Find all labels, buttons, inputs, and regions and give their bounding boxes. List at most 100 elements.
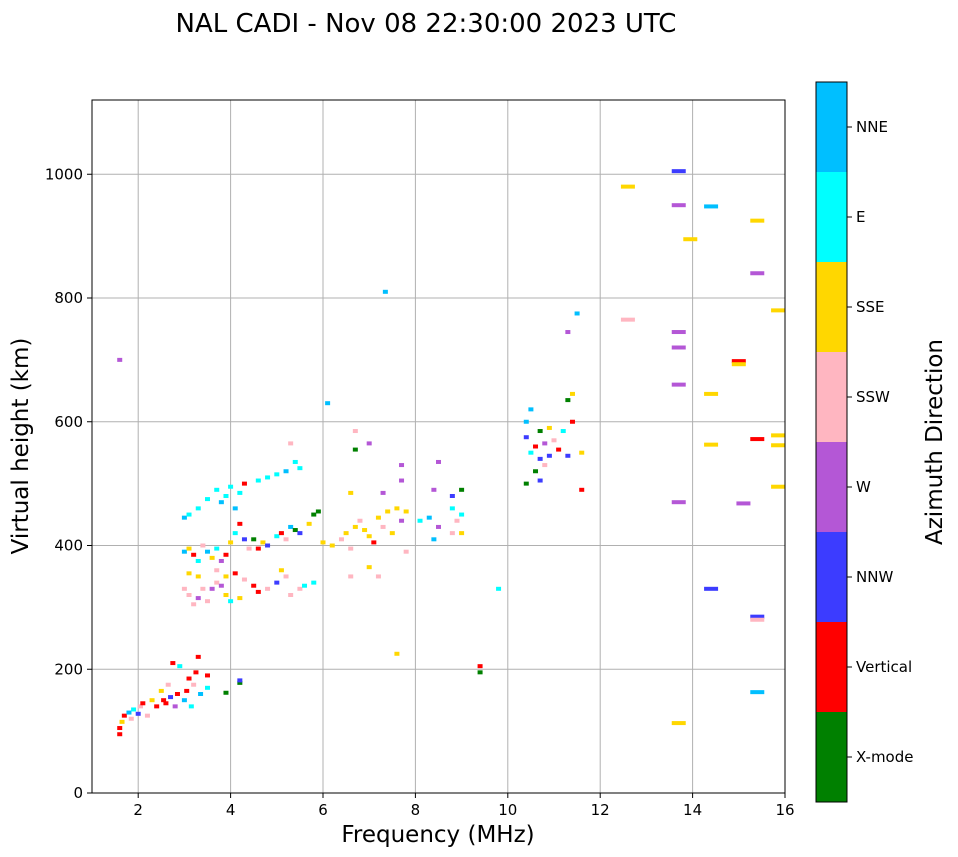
data-point	[228, 484, 234, 489]
data-point	[292, 459, 298, 464]
data-point	[218, 500, 224, 505]
chart-title: NAL CADI - Nov 08 22:30:00 2023 UTC	[176, 9, 677, 39]
data-point	[223, 494, 229, 498]
data-point	[121, 713, 127, 718]
data-point	[149, 698, 155, 703]
data-point	[144, 713, 150, 718]
data-point	[771, 443, 786, 448]
x-tick-label: 2	[133, 801, 143, 819]
data-point	[163, 701, 169, 706]
x-tick-label: 4	[226, 801, 236, 819]
data-point	[366, 565, 372, 570]
data-point	[380, 490, 386, 495]
data-point	[228, 540, 234, 545]
x-tick-label: 8	[411, 801, 421, 819]
data-point	[195, 558, 201, 563]
data-point	[459, 531, 465, 536]
colorbar: X-mode Vertical NNW W SSW SSE E NNE	[815, 81, 913, 803]
data-point	[449, 494, 455, 498]
data-point	[704, 442, 719, 447]
data-point	[459, 487, 465, 492]
data-point	[302, 583, 308, 588]
data-point	[671, 500, 686, 505]
data-point	[315, 509, 321, 514]
colorbar-segment	[816, 352, 847, 442]
data-point	[186, 593, 192, 597]
data-point	[671, 345, 686, 350]
data-point	[565, 330, 571, 335]
data-point	[537, 429, 543, 434]
data-point	[389, 531, 395, 536]
data-point	[126, 710, 132, 715]
data-point	[325, 401, 331, 406]
data-point	[352, 524, 358, 529]
data-point	[771, 484, 786, 489]
data-point	[223, 552, 229, 557]
data-point	[117, 726, 123, 731]
data-point	[209, 555, 215, 560]
data-point	[399, 463, 405, 468]
data-point	[200, 586, 206, 591]
colorbar-label: NNE	[856, 118, 888, 136]
data-point	[357, 518, 363, 523]
data-point	[191, 552, 197, 557]
data-point	[403, 549, 409, 554]
data-point	[251, 583, 257, 588]
data-point	[523, 419, 529, 424]
data-point	[352, 447, 358, 452]
data-point	[565, 453, 571, 458]
data-point	[683, 237, 698, 242]
data-point	[546, 453, 552, 458]
x-tick-label: 6	[318, 801, 328, 819]
data-point	[542, 463, 548, 468]
y-tick-label: 0	[73, 784, 83, 802]
data-point	[320, 540, 326, 545]
data-point	[198, 692, 204, 696]
data-point	[214, 487, 220, 492]
data-point	[193, 670, 199, 675]
data-point	[579, 487, 585, 492]
data-point	[274, 580, 280, 585]
data-point	[131, 707, 137, 712]
data-point	[528, 450, 534, 455]
data-point	[140, 701, 146, 706]
data-point	[181, 515, 187, 520]
data-point	[205, 599, 210, 604]
data-point	[119, 719, 125, 724]
x-axis-ticks: 2 4 6 8 10 12 14 16	[133, 793, 795, 819]
data-point	[205, 549, 210, 554]
colorbar-label: W	[856, 478, 871, 496]
colorbar-label: E	[856, 208, 865, 226]
data-point	[750, 614, 765, 619]
data-point	[214, 580, 220, 585]
data-point	[288, 524, 294, 529]
data-point	[165, 682, 171, 687]
data-point	[343, 531, 349, 536]
data-point	[542, 441, 548, 446]
data-point	[260, 540, 266, 545]
data-point	[297, 586, 303, 591]
data-point	[338, 537, 344, 542]
data-point	[214, 546, 220, 551]
data-point	[223, 593, 229, 597]
x-axis-label: Frequency (MHz)	[341, 822, 534, 848]
grid-lines	[92, 100, 786, 794]
data-point	[232, 571, 238, 576]
data-point	[375, 515, 381, 520]
data-point	[184, 688, 190, 693]
y-tick-label: 800	[54, 289, 83, 307]
data-point	[750, 437, 765, 442]
data-point	[382, 289, 388, 294]
data-point	[135, 711, 141, 716]
data-point	[128, 716, 134, 721]
data-point	[533, 444, 539, 449]
data-point	[177, 664, 183, 669]
data-point	[449, 531, 455, 536]
data-point	[574, 311, 580, 316]
data-point	[417, 518, 423, 523]
data-point	[237, 678, 243, 683]
data-point	[195, 596, 201, 601]
data-point	[117, 357, 123, 362]
data-point	[459, 512, 465, 517]
data-point	[154, 704, 160, 709]
